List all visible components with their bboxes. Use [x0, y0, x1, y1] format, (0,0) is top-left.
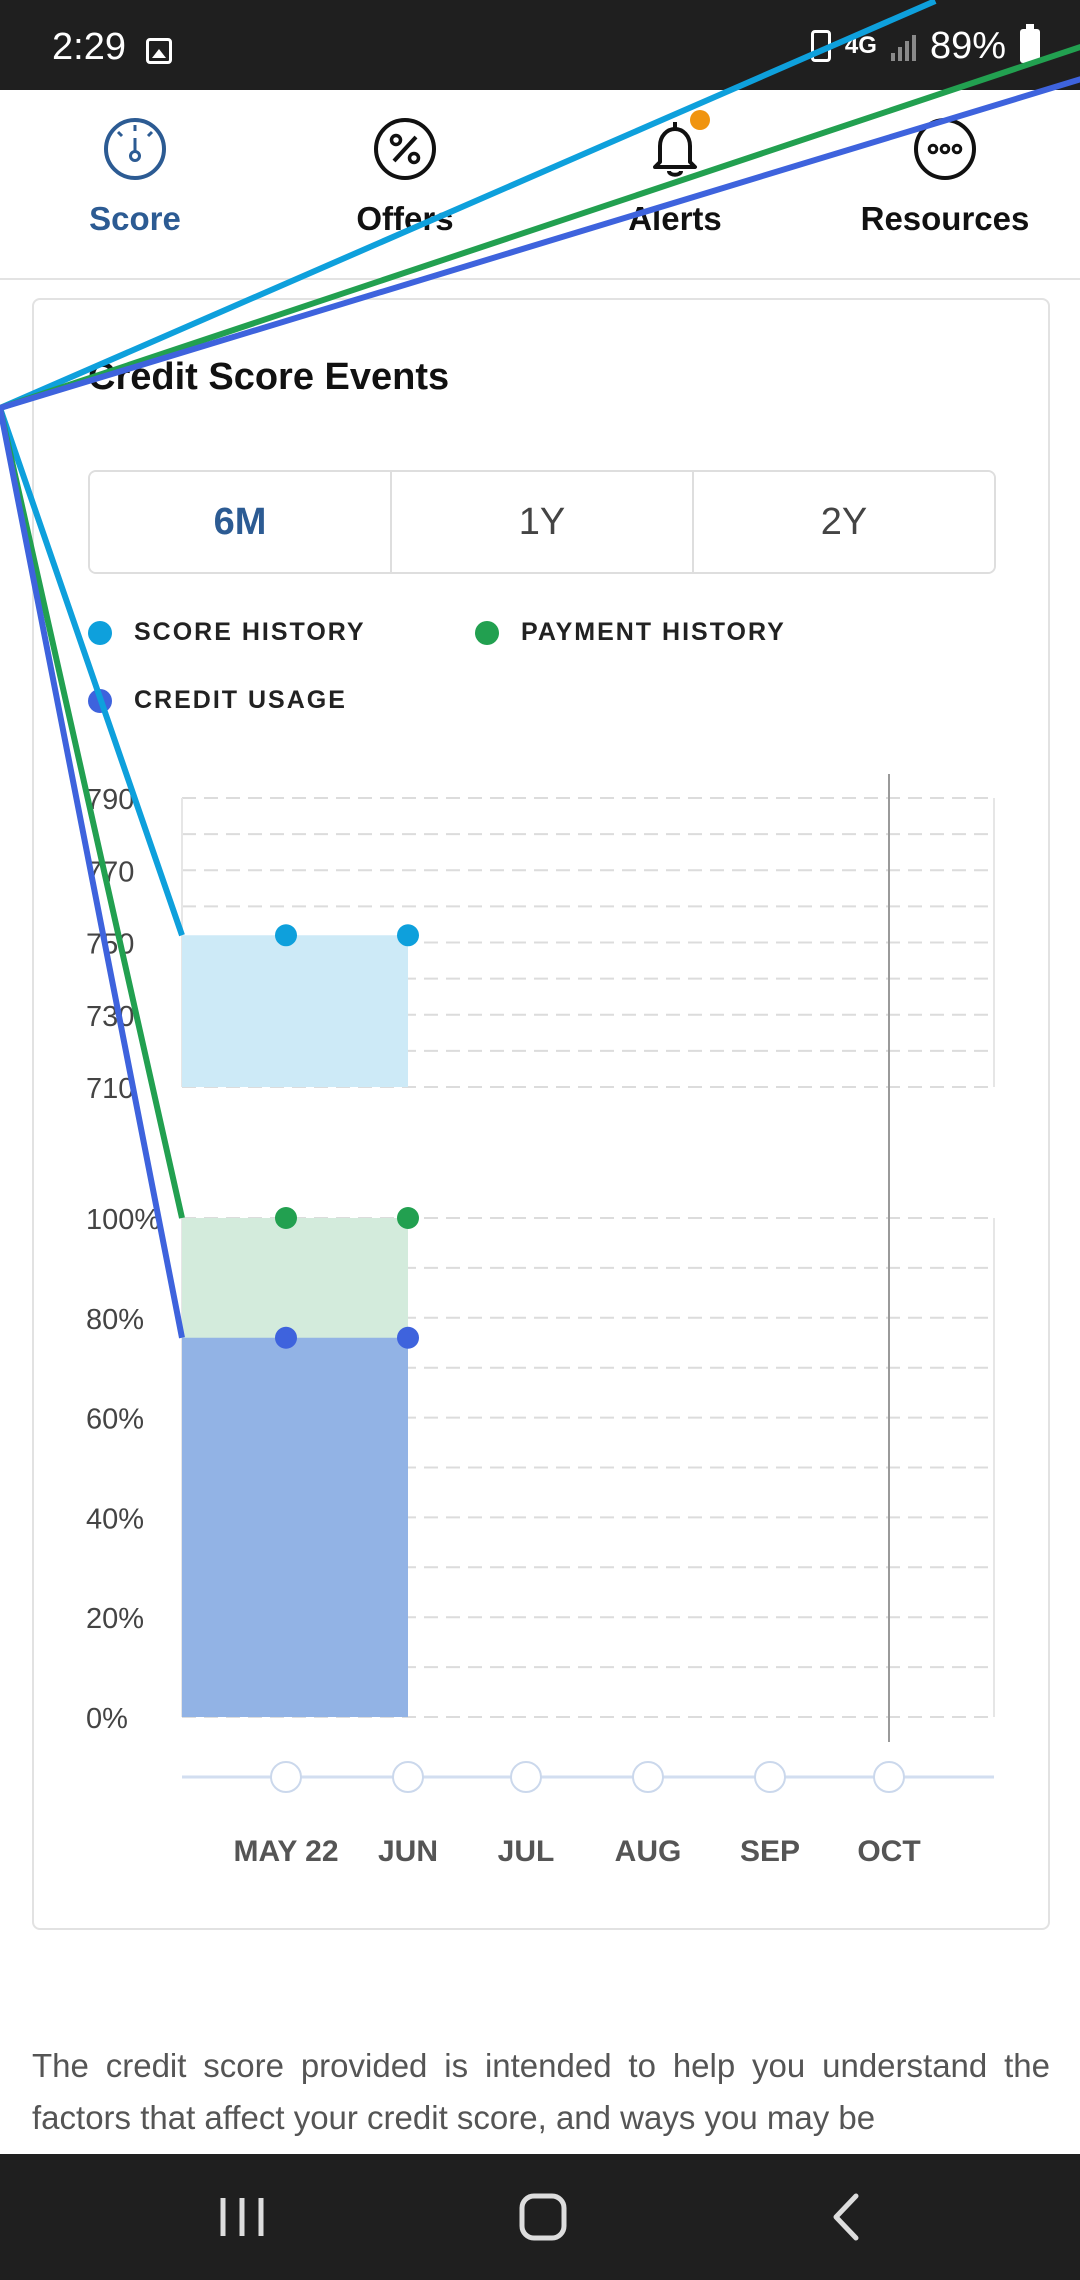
percent-badge-icon — [372, 116, 438, 182]
range-tab-6m[interactable]: 6M — [90, 472, 392, 572]
nav-item-resources[interactable]: Resources — [810, 90, 1080, 278]
range-tabs: 6M 1Y 2Y — [88, 470, 996, 574]
legend-dot — [88, 688, 112, 713]
status-bar: 2:29 4G 89% — [0, 0, 1080, 90]
range-tab-2y[interactable]: 2Y — [694, 472, 994, 572]
legend-payment-history: PAYMENT HISTORY — [475, 618, 786, 647]
battery-percent: 89% — [929, 24, 1006, 67]
system-nav-bar — [0, 2154, 1080, 2280]
legend-score-history: SCORE HISTORY — [88, 618, 366, 647]
legend-label: SCORE HISTORY — [134, 618, 366, 646]
speedometer-icon — [102, 116, 168, 182]
status-time: 2:29 — [52, 26, 126, 68]
home-icon — [519, 2193, 567, 2241]
legend-label: PAYMENT HISTORY — [521, 618, 786, 646]
battery-icon — [1020, 24, 1040, 63]
nav-label-alerts: Alerts — [628, 200, 722, 237]
nav-label-offers: Offers — [356, 200, 454, 237]
legend-dot — [88, 620, 112, 645]
legend-label: CREDIT USAGE — [134, 686, 347, 714]
home-button[interactable] — [473, 2154, 613, 2280]
legend-credit-usage: CREDIT USAGE — [88, 686, 347, 715]
nav-item-score[interactable]: Score — [0, 90, 270, 278]
image-notification-icon — [146, 38, 172, 64]
recent-apps-icon — [220, 2198, 264, 2236]
more-circle-icon — [912, 116, 978, 182]
signal-icon — [890, 31, 916, 61]
status-indicators: 4G 89% — [810, 24, 1040, 68]
back-icon — [833, 2193, 859, 2241]
alert-badge-dot — [690, 110, 710, 130]
card-title: Credit Score Events — [88, 356, 450, 398]
top-nav: Score Offers Alerts — [0, 90, 1080, 280]
battery-saver-icon — [810, 30, 831, 62]
disclaimer-text: The credit score provided is intended to… — [32, 2047, 1050, 2136]
network-type: 4G — [844, 32, 877, 59]
range-tab-1y[interactable]: 1Y — [392, 472, 694, 572]
legend-dot — [475, 620, 499, 645]
nav-item-offers[interactable]: Offers — [270, 90, 540, 278]
recent-apps-button[interactable] — [172, 2154, 312, 2280]
bell-icon — [642, 110, 710, 182]
nav-label-score: Score — [89, 200, 181, 237]
nav-label-resources: Resources — [860, 200, 1030, 237]
credit-score-events-card: Credit Score Events 6M 1Y 2Y SCORE HISTO… — [32, 298, 1050, 1930]
back-button[interactable] — [776, 2154, 916, 2280]
nav-item-alerts[interactable]: Alerts — [540, 90, 810, 278]
